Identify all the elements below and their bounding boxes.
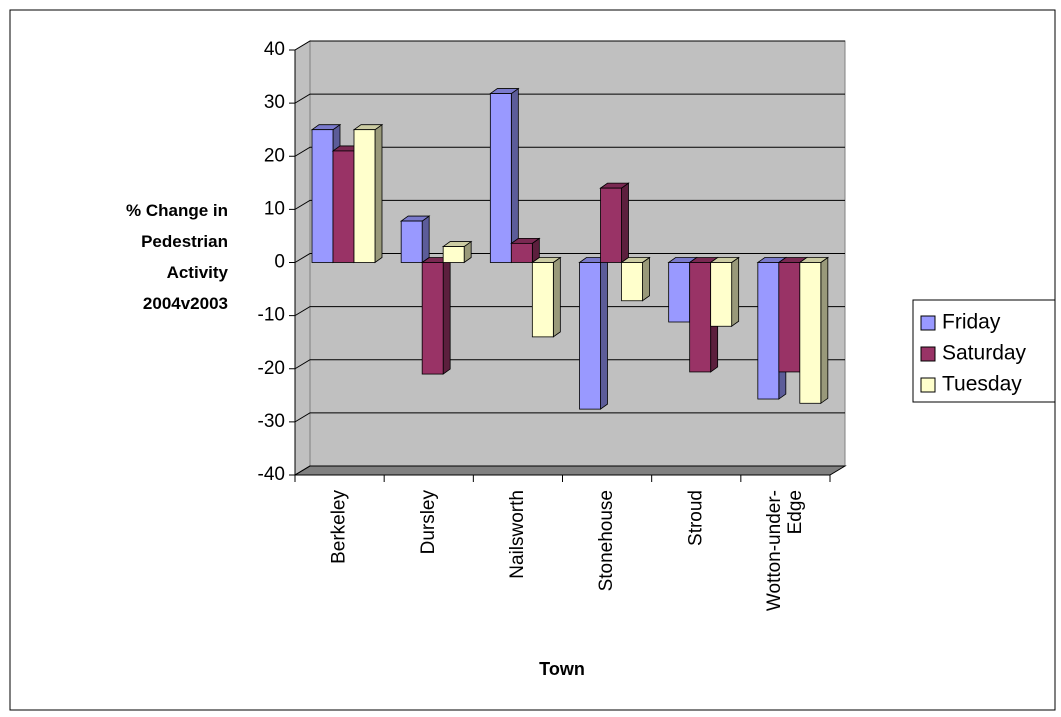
grid-line (294, 40, 845, 51)
grid-line (294, 412, 845, 423)
y-label-box: % Change in Pedestrian Activity 2004v200… (125, 201, 228, 313)
y-axis-label: % Change in Pedestrian Activity 2004v200… (125, 201, 228, 313)
bar-side (510, 87, 519, 264)
legend-swatch (920, 377, 936, 393)
bar (579, 262, 601, 410)
x-tick-label: Berkeley (329, 490, 350, 564)
legend-swatch (920, 315, 936, 331)
x-axis-label: Town (539, 659, 585, 679)
bar-side (731, 256, 740, 328)
y-tick-label: 40 (264, 39, 285, 60)
grid-line (294, 465, 845, 476)
legend-label: Friday (942, 311, 1001, 334)
bar (421, 262, 444, 375)
legend-label: Saturday (942, 342, 1027, 365)
floor (293, 465, 847, 476)
bar (710, 262, 733, 327)
bar-side (621, 182, 629, 264)
bar (442, 246, 465, 263)
bar (668, 262, 691, 323)
bar (778, 262, 801, 373)
bar (757, 262, 780, 400)
legend-swatch (920, 346, 936, 362)
bar (353, 129, 376, 263)
grid-line (294, 253, 845, 263)
legend-label: Tuesday (942, 373, 1022, 396)
grid-line (294, 199, 845, 210)
x-tick-label: Nailsworth (507, 490, 528, 579)
y-tick-label: -20 (258, 358, 285, 379)
grid-line (294, 359, 845, 370)
bar (400, 220, 423, 263)
bar-side (442, 256, 451, 375)
x-tick-label: Stonehouse (596, 490, 617, 591)
x-tick-label: Dursley (418, 490, 439, 555)
y-tick-label: -10 (258, 305, 285, 326)
bar (489, 93, 512, 263)
x-tick-label: Stroud (685, 490, 706, 546)
x-tick-label: Wotton-under-Edge (764, 490, 806, 611)
bar-side (421, 215, 430, 264)
bar-side (600, 256, 608, 410)
grid-line (294, 93, 845, 104)
y-tick-label: 30 (264, 92, 285, 113)
y-tick-label: 0 (274, 252, 285, 273)
bar (799, 262, 822, 404)
bar (510, 242, 533, 263)
bar (311, 129, 334, 263)
grid-line (294, 306, 845, 317)
bar-side (374, 123, 383, 264)
y-tick-label: 10 (264, 198, 285, 219)
y-tick-label: -40 (258, 464, 285, 485)
bar (332, 150, 355, 263)
y-tick-label: -30 (258, 411, 285, 432)
bar-side (552, 256, 561, 338)
grid-line (294, 146, 845, 157)
bar (600, 187, 622, 263)
bar-side (820, 256, 829, 405)
bar (531, 262, 554, 338)
bar (689, 262, 712, 373)
legend-box (912, 299, 1056, 403)
bar-side (642, 256, 650, 302)
y-tick-label: 20 (264, 145, 285, 166)
bar (621, 262, 643, 302)
